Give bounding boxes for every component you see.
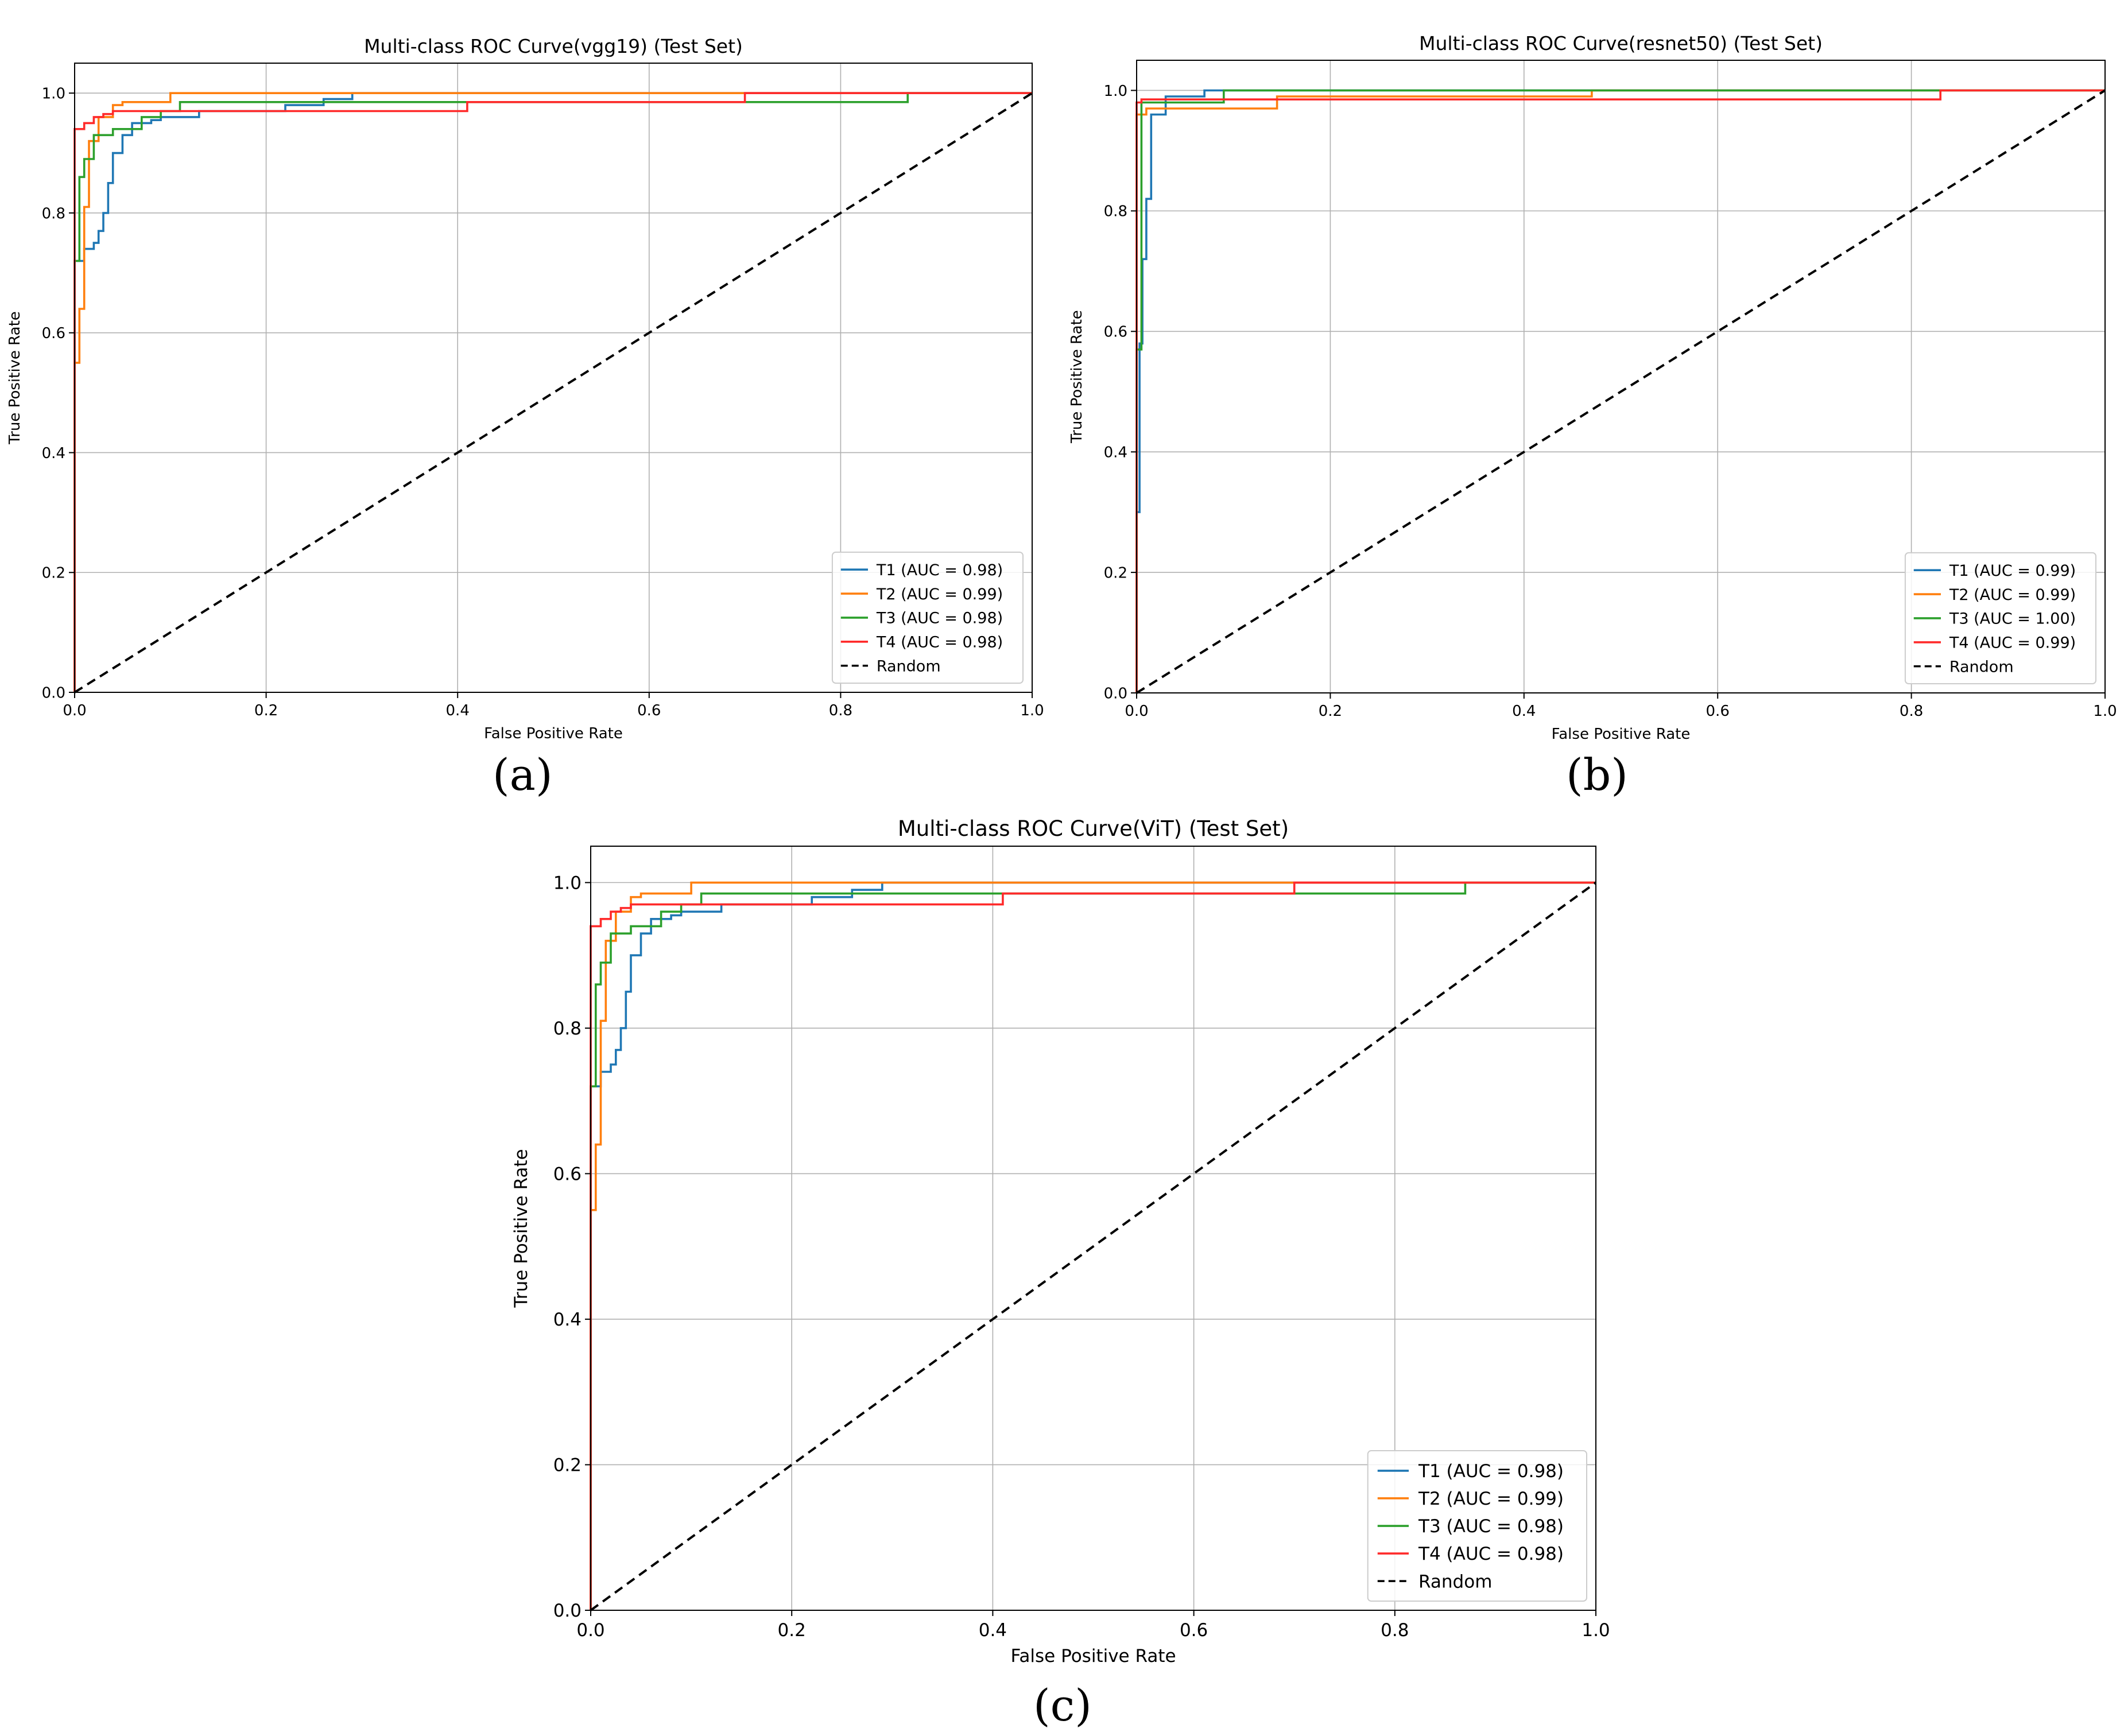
x-tick-label: 0.6 <box>1706 703 1730 720</box>
x-tick-label: 1.0 <box>1582 1620 1610 1641</box>
plot-frame <box>74 63 1033 693</box>
legend-label: T2 (AUC = 0.99) <box>1418 1489 1564 1509</box>
y-tick-label: 0.2 <box>553 1455 582 1476</box>
x-tick-label: 0.6 <box>637 702 661 719</box>
y-tick-label: 0.8 <box>553 1018 582 1039</box>
legend-label: T1 (AUC = 0.99) <box>1949 562 2076 580</box>
x-tick-label: 0.0 <box>576 1620 604 1641</box>
x-tick-label: 0.4 <box>446 702 470 719</box>
roc-chart-resnet50: 0.0 0.2 0.4 0.6 0.8 1.0 0.0 0.2 0.4 0.6 0.8 1.0 Mult… <box>1068 32 2117 743</box>
y-axis-label: True Positive Rate <box>511 1149 532 1308</box>
roc-line-series-1 <box>73 92 1032 692</box>
y-tick-label: 0.4 <box>42 445 65 462</box>
legend-box <box>1904 552 2096 684</box>
x-tick-label: 0.2 <box>778 1620 806 1641</box>
plot-frame <box>590 846 1596 1611</box>
roc-line-series-3 <box>73 92 1032 692</box>
roc-line-random <box>73 92 1033 693</box>
y-tick-label: 1.0 <box>1104 83 1127 100</box>
legend-label: T2 (AUC = 0.99) <box>876 586 1003 603</box>
roc-line-series-4 <box>73 92 1032 692</box>
x-tick-label: 1.0 <box>1020 702 1044 719</box>
legend-label: Random <box>877 657 941 675</box>
roc-line-series-3 <box>590 881 1596 1610</box>
legend-box <box>831 551 1024 684</box>
roc-line-series-1 <box>1135 89 2105 693</box>
chart-title: Multi-class ROC Curve(vgg19) (Test Set) <box>364 35 743 57</box>
panel-label-c: (c) <box>1033 1680 1092 1731</box>
x-axis-label: False Positive Rate <box>1010 1646 1176 1667</box>
legend-label: Random <box>1949 658 2014 676</box>
y-tick-label: 0.0 <box>42 684 65 702</box>
x-tick-label: 1.0 <box>2093 703 2117 720</box>
roc-line-random <box>590 881 1597 1611</box>
legend-label: T4 (AUC = 0.98) <box>876 633 1003 651</box>
x-tick-label: 0.0 <box>1125 703 1148 720</box>
roc-line-series-1 <box>590 881 1596 1610</box>
y-tick-label: 0.4 <box>1104 444 1127 462</box>
roc-chart-vit: 0.0 0.2 0.4 0.6 0.8 1.0 0.0 0.2 0.4 0.6 0.8 1.0 Mult… <box>511 816 1610 1667</box>
plot-frame <box>1136 60 2106 693</box>
y-axis-label: True Positive Rate <box>6 311 24 445</box>
roc-line-series-2 <box>590 881 1596 1610</box>
y-tick-label: 0.0 <box>1104 685 1127 702</box>
chart-title: Multi-class ROC Curve(resnet50) (Test Se… <box>1419 32 1823 55</box>
x-tick-label: 0.8 <box>829 702 852 719</box>
y-tick-label: 0.8 <box>42 205 65 222</box>
x-axis-label: False Positive Rate <box>1552 726 1691 743</box>
y-tick-label: 0.6 <box>42 325 65 342</box>
legend: T1 (AUC = 0.98) T2 (AUC = 0.99) T3 (AUC = … <box>1367 1450 1587 1602</box>
x-tick-label: 0.2 <box>254 702 278 719</box>
legend-label: T1 (AUC = 0.98) <box>876 561 1003 579</box>
legend-label: T1 (AUC = 0.98) <box>1418 1461 1564 1482</box>
x-tick-label: 0.4 <box>1512 703 1536 720</box>
legend-label: Random <box>1418 1571 1492 1592</box>
x-tick-label: 0.4 <box>979 1620 1007 1641</box>
x-tick-label: 0.8 <box>1381 1620 1409 1641</box>
y-tick-label: 0.0 <box>553 1601 582 1621</box>
chart-title: Multi-class ROC Curve(ViT) (Test Set) <box>898 816 1289 841</box>
roc-line-random <box>1135 89 2106 694</box>
y-tick-label: 0.4 <box>553 1309 582 1330</box>
legend-label: T3 (AUC = 0.98) <box>1418 1516 1564 1537</box>
roc-line-series-2 <box>73 92 1032 692</box>
y-tick-label: 0.6 <box>553 1164 582 1185</box>
panel-label-a: (a) <box>493 749 553 800</box>
y-tick-label: 0.2 <box>1104 564 1127 582</box>
legend-label: T3 (AUC = 0.98) <box>876 610 1003 627</box>
y-tick-label: 0.6 <box>1104 324 1127 341</box>
x-axis-label: False Positive Rate <box>484 725 623 742</box>
panel-label-b: (b) <box>1566 749 1628 800</box>
legend-label: T4 (AUC = 0.99) <box>1949 634 2076 652</box>
y-tick-label: 1.0 <box>553 873 582 894</box>
roc-chart-vgg19: 0.0 0.2 0.4 0.6 0.8 1.0 0.0 0.2 0.4 0.6 0.8 1.0 Mult… <box>6 35 1044 742</box>
y-axis-label: True Positive Rate <box>1068 310 1086 444</box>
y-tick-label: 0.2 <box>42 565 65 582</box>
legend-box <box>1367 1450 1587 1602</box>
legend-label: T2 (AUC = 0.99) <box>1949 586 2076 604</box>
x-tick-label: 0.2 <box>1319 703 1342 720</box>
x-tick-label: 0.8 <box>1900 703 1923 720</box>
legend: T1 (AUC = 0.98) T2 (AUC = 0.99) T3 (AUC = … <box>831 551 1024 684</box>
x-tick-label: 0.0 <box>63 702 86 719</box>
legend: T1 (AUC = 0.99) T2 (AUC = 0.99) T3 (AUC = … <box>1904 552 2096 684</box>
y-tick-label: 0.8 <box>1104 203 1127 220</box>
roc-line-series-2 <box>1135 89 2105 693</box>
legend-label: T3 (AUC = 1.00) <box>1949 610 2076 628</box>
roc-line-series-4 <box>590 881 1596 1610</box>
y-tick-label: 1.0 <box>42 86 65 103</box>
legend-label: T4 (AUC = 0.98) <box>1418 1544 1564 1564</box>
x-tick-label: 0.6 <box>1180 1620 1208 1641</box>
